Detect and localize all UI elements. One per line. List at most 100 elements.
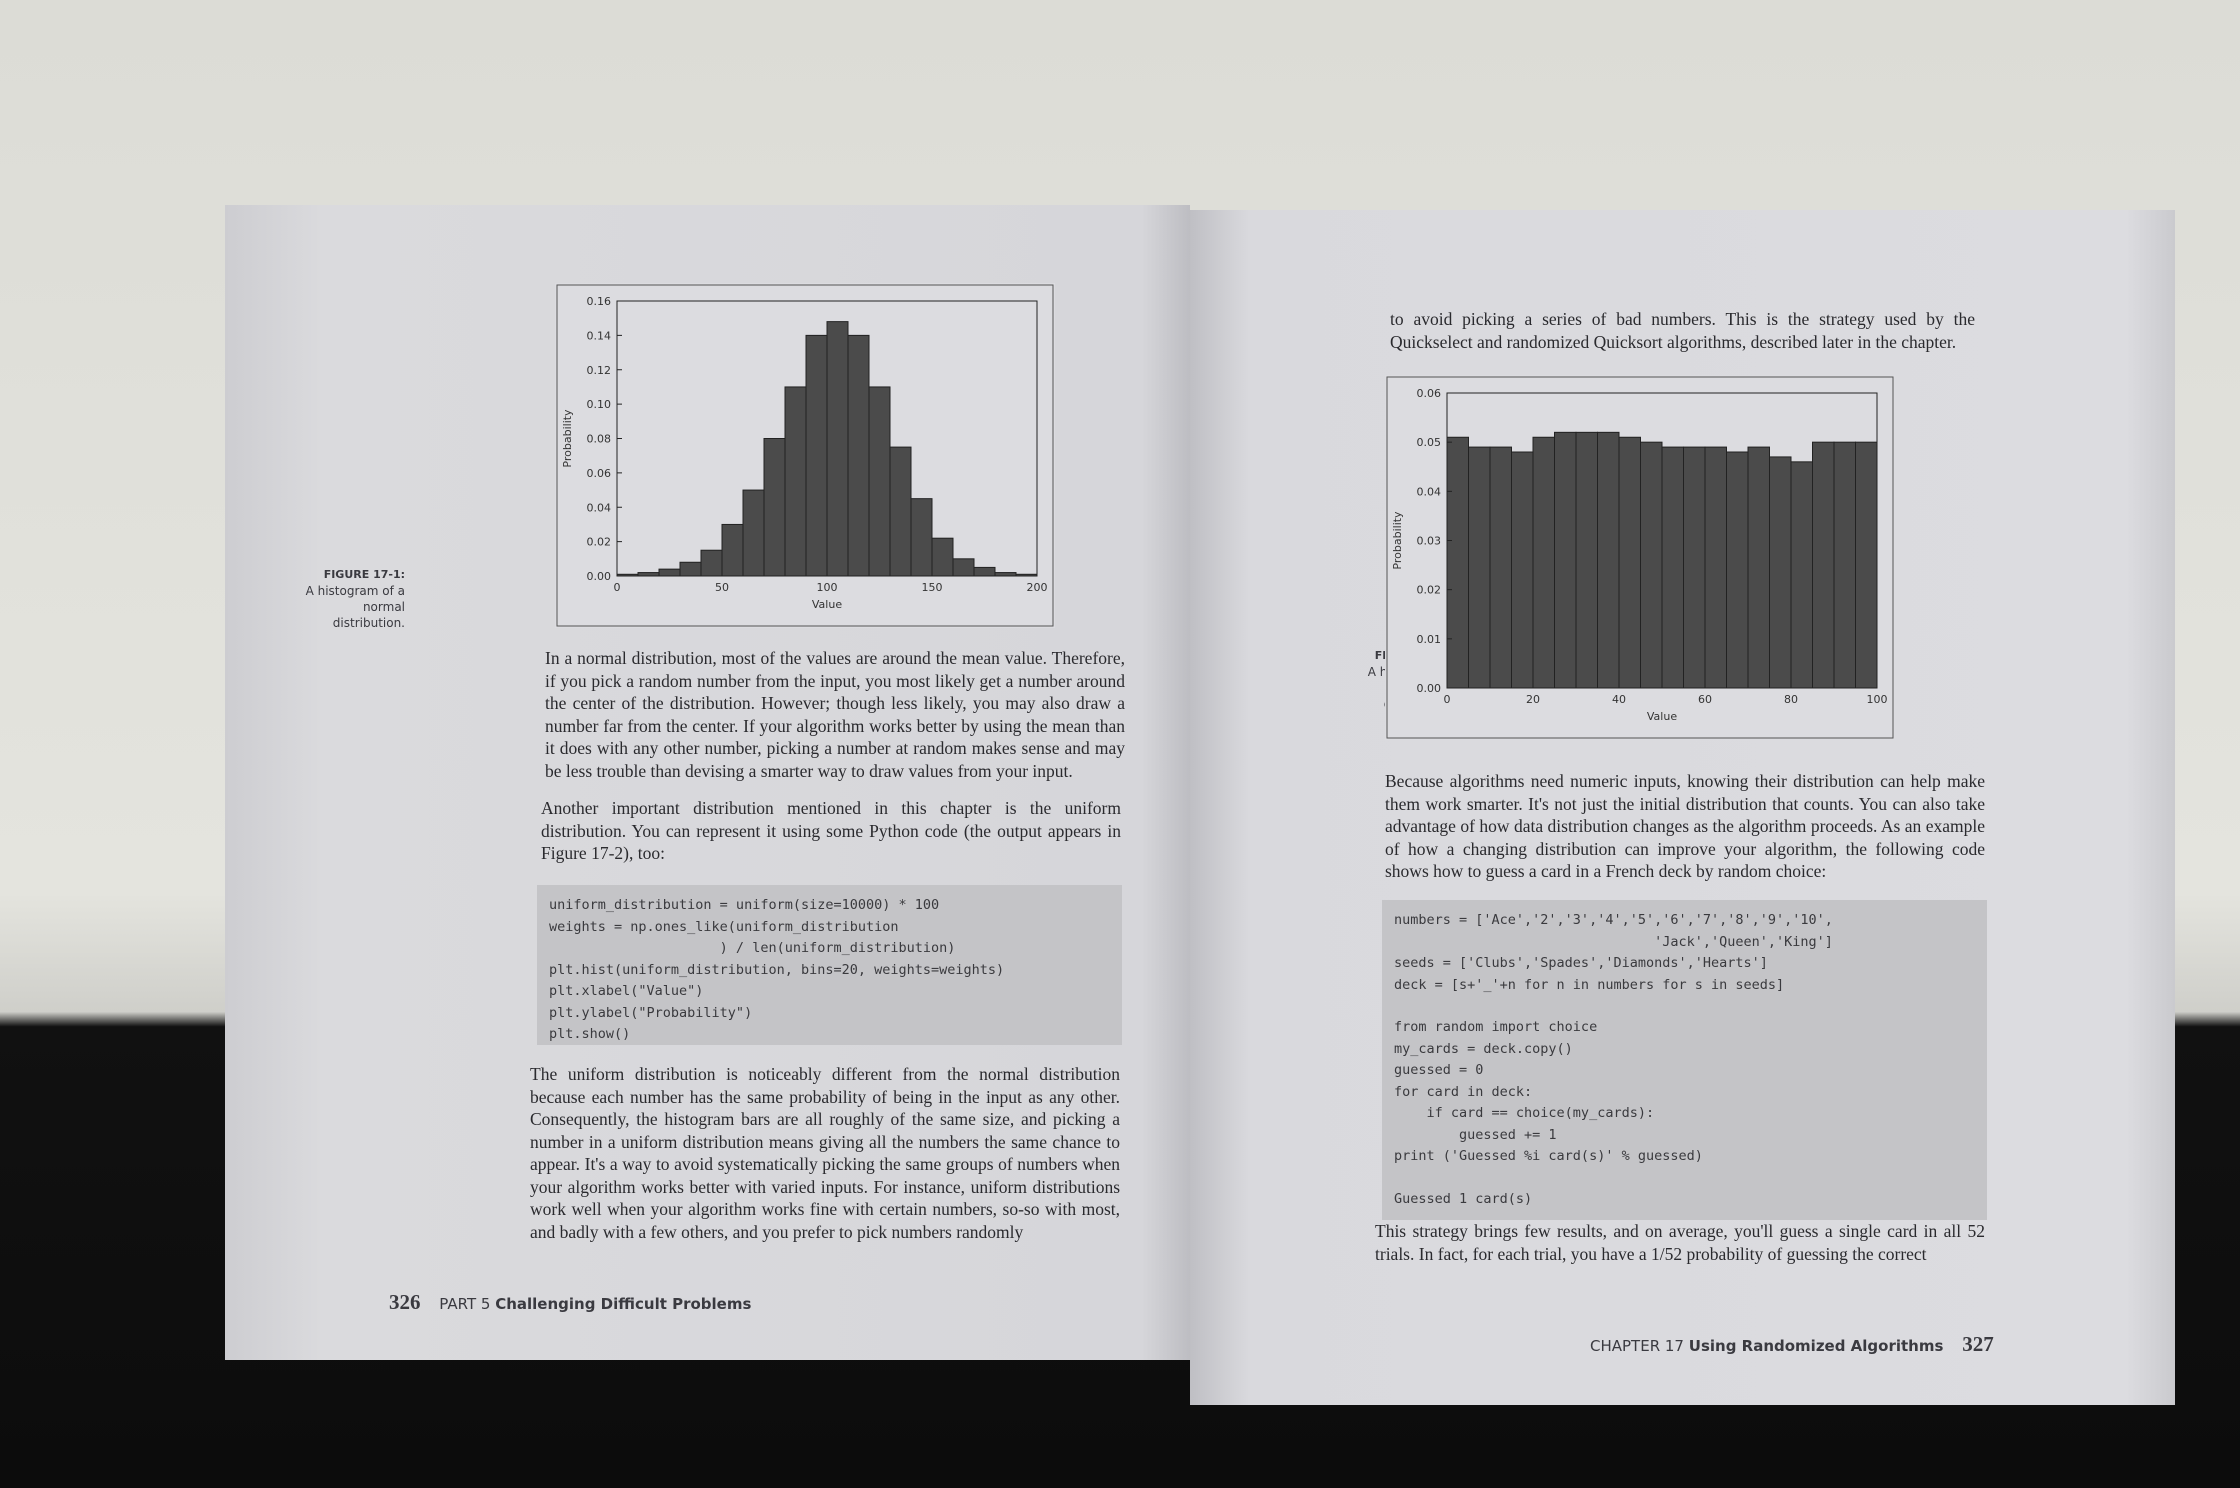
code-line: plt.xlabel("Value") — [549, 983, 704, 999]
code-line: my_cards = deck.copy() — [1394, 1040, 1573, 1057]
x-axis-label: Value — [812, 598, 842, 611]
caption-text: A histogram of a normal distribution. — [305, 584, 405, 630]
y-tick-label: 0.06 — [587, 467, 612, 480]
y-tick-label: 0.01 — [1417, 633, 1442, 646]
bar — [1812, 441, 1835, 689]
code-gap — [1394, 1168, 1975, 1189]
bar — [1747, 446, 1770, 689]
y-tick-label: 0.03 — [1417, 535, 1442, 548]
bar — [1640, 441, 1663, 689]
y-tick-label: 0.00 — [587, 570, 612, 583]
bar — [679, 561, 702, 577]
y-axis-label: Probability — [561, 409, 574, 468]
page-number: 327 — [1962, 1332, 1994, 1356]
bar — [1704, 446, 1727, 689]
footer: CHAPTER 17 Using Randomized Algorithms 3… — [1590, 1332, 2008, 1357]
code-gap — [1394, 996, 1975, 1017]
y-tick-label: 0.08 — [587, 433, 612, 446]
code-line: if card == choice(my_cards): — [1394, 1105, 1655, 1121]
paragraph: The uniform distribution is noticeably d… — [530, 1064, 1120, 1242]
left-page: FIGURE 17-1: A histogram of a normal dis… — [225, 205, 1190, 1360]
y-tick-label: 0.12 — [587, 364, 612, 377]
code-line: guessed += 1 — [1394, 1126, 1557, 1143]
y-axis-label: Probability — [1391, 511, 1404, 570]
part: PART 5 — [439, 1295, 491, 1313]
part-title: Challenging Difficult Problems — [495, 1295, 752, 1313]
x-tick-label: 60 — [1698, 693, 1712, 706]
y-tick-label: 0.02 — [1417, 584, 1442, 597]
code-line: from random import choice — [1394, 1019, 1598, 1035]
x-tick-label: 100 — [1867, 693, 1888, 706]
y-tick-label: 0.05 — [1417, 436, 1442, 449]
bar — [889, 446, 912, 577]
bar — [1554, 431, 1577, 689]
chapter-title: Using Randomized Algorithms — [1688, 1337, 1944, 1355]
bar — [1790, 461, 1813, 689]
bar — [763, 438, 786, 577]
figure-caption: FIGURE 17-1: A histogram of a normal dis… — [295, 567, 405, 631]
code-line: deck = [s+'_'+n for n in numbers for s i… — [1394, 976, 1785, 993]
bar — [1597, 431, 1620, 689]
bar — [742, 489, 765, 577]
bar — [847, 334, 870, 577]
bar — [637, 572, 660, 577]
figure-label: FIGURE 17-1: — [323, 568, 405, 581]
code-line: guessed = 0 — [1394, 1062, 1484, 1078]
code-line: 'Jack','Queen','King'] — [1394, 933, 1833, 950]
bar — [1575, 431, 1598, 689]
x-axis-label: Value — [1647, 710, 1677, 723]
y-tick-label: 0.14 — [587, 329, 612, 342]
code-line: numbers = ['Ace','2','3','4','5','6','7'… — [1394, 912, 1833, 928]
code-line: plt.show() — [549, 1026, 631, 1042]
bar — [1489, 446, 1512, 689]
code-line: ) / len(uniform_distribution) — [549, 940, 956, 956]
bar — [1855, 441, 1878, 689]
y-tick-label: 0.00 — [1417, 682, 1442, 695]
code-block: numbers = ['Ace','2','3','4','5','6','7'… — [1382, 900, 1987, 1220]
bar — [868, 386, 891, 577]
code-block: uniform_distribution = uniform(size=1000… — [537, 885, 1122, 1045]
x-tick-label: 80 — [1784, 693, 1798, 706]
x-tick-label: 150 — [922, 581, 943, 594]
paragraph: In a normal distribution, most of the va… — [545, 648, 1125, 781]
code-line: Guessed 1 card(s) — [1394, 1190, 1533, 1207]
code-line: for card in deck: — [1394, 1083, 1533, 1100]
bar — [1446, 436, 1469, 689]
figure-border — [556, 284, 1054, 627]
code-line: seeds = ['Clubs','Spades','Diamonds','He… — [1394, 955, 1768, 971]
y-tick-label: 0.04 — [587, 501, 612, 514]
x-tick-label: 40 — [1612, 693, 1626, 706]
y-tick-label: 0.04 — [1417, 485, 1442, 498]
paragraph: This strategy brings few results, and on… — [1375, 1221, 1985, 1264]
bar — [1683, 446, 1706, 689]
figure-border — [1386, 376, 1894, 739]
bar — [973, 566, 996, 577]
bar — [1532, 436, 1555, 689]
histogram: 0.00 0.01 0.02 0.03 0.04 0.05 0.06 0 20 40 60 80 100… — [1385, 375, 1895, 740]
x-tick-label: 200 — [1027, 581, 1048, 594]
bar — [1769, 456, 1792, 689]
bar — [1511, 451, 1534, 689]
bar — [1661, 446, 1684, 689]
code-line: plt.hist(uniform_distribution, bins=20, … — [549, 961, 1005, 978]
x-tick-label: 20 — [1526, 693, 1540, 706]
y-tick-label: 0.10 — [587, 398, 612, 411]
bar — [952, 558, 975, 577]
bar — [910, 498, 933, 577]
bar — [1726, 451, 1749, 689]
footer: 326 PART 5 Challenging Difficult Problem… — [375, 1290, 751, 1315]
right-page: to avoid picking a series of bad numbers… — [1190, 210, 2175, 1405]
x-tick-label: 0 — [1444, 693, 1451, 706]
page-number: 326 — [389, 1290, 421, 1314]
paragraph: to avoid picking a series of bad numbers… — [1390, 309, 1975, 352]
bar — [1468, 446, 1491, 689]
paragraph: Another important distribution mentioned… — [541, 798, 1121, 863]
bar — [658, 568, 681, 577]
bar — [721, 523, 744, 577]
y-tick-label: 0.06 — [1417, 387, 1442, 400]
code-line: weights = np.ones_like(uniform_distribut… — [549, 918, 899, 935]
y-tick-label: 0.16 — [587, 295, 612, 308]
bar — [931, 537, 954, 577]
x-tick-label: 0 — [614, 581, 621, 594]
